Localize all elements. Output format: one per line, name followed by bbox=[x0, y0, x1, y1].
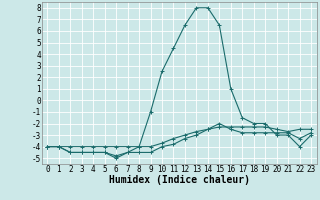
X-axis label: Humidex (Indice chaleur): Humidex (Indice chaleur) bbox=[109, 175, 250, 185]
